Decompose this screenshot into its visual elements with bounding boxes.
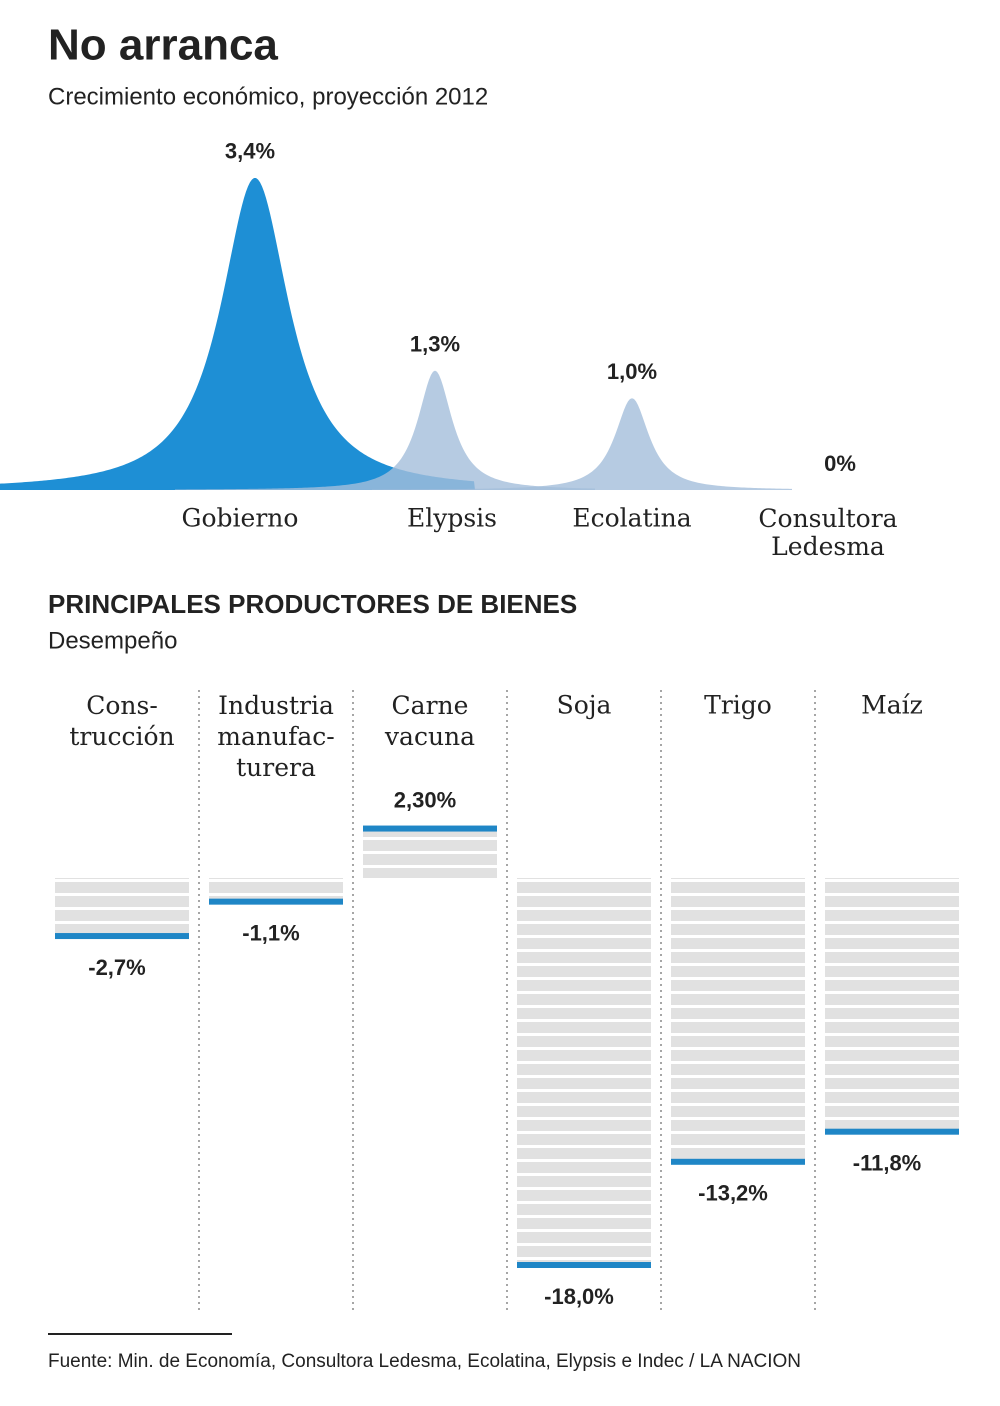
band <box>517 878 651 1265</box>
source: Fuente: Min. de Economía, Consultora Led… <box>48 1351 801 1372</box>
value-label: -11,8% <box>853 1151 922 1176</box>
value-label: 1,0% <box>607 359 657 384</box>
value-label: 0% <box>824 451 856 476</box>
category-label: Industria manufac-turera <box>217 691 334 782</box>
band <box>363 828 497 878</box>
chart-title: PRINCIPALES PRODUCTORES DE BIENES <box>48 589 577 619</box>
bar <box>671 1158 805 1165</box>
band <box>671 878 805 1162</box>
category-label: Cons-trucción <box>69 691 174 751</box>
category-label: Trigo <box>704 691 772 720</box>
chart-subtitle: Desempeño <box>48 627 177 654</box>
value-label: 1,3% <box>410 331 460 356</box>
value-label: -1,1% <box>242 920 299 945</box>
value-label: -18,0% <box>544 1284 614 1309</box>
chart-subtitle: Crecimiento económico, proyección 2012 <box>48 83 488 110</box>
bar <box>825 1128 959 1135</box>
band <box>825 878 959 1132</box>
category-label: Soja <box>557 691 612 720</box>
value-label: -13,2% <box>698 1181 768 1206</box>
bar <box>363 825 497 832</box>
bar <box>209 898 343 905</box>
peak <box>0 178 475 490</box>
category-label: Gobierno <box>182 504 299 533</box>
bar <box>517 1262 651 1268</box>
bar <box>55 933 189 940</box>
category-label: Ecolatina <box>572 504 691 533</box>
value-label: 2,30% <box>394 787 456 812</box>
band <box>55 878 189 937</box>
category-label: Elypsis <box>407 504 497 533</box>
value-label: 3,4% <box>225 139 275 164</box>
value-label: -2,7% <box>88 955 145 980</box>
category-label: Maíz <box>861 691 923 720</box>
page-title: No arranca <box>48 21 278 70</box>
band <box>209 878 343 902</box>
category-label: Carne vacuna <box>384 691 475 751</box>
category-label: Consultora Ledesma <box>758 504 897 561</box>
